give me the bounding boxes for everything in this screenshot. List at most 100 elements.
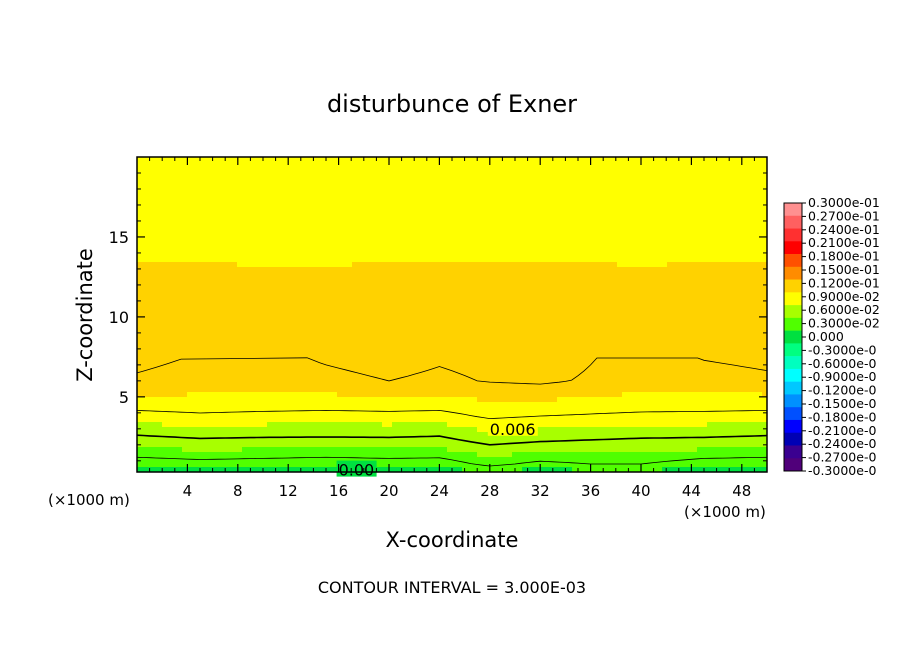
field-cell	[232, 187, 238, 193]
field-cell	[277, 197, 283, 203]
field-cell	[192, 242, 198, 248]
field-cell	[287, 242, 293, 248]
field-cell	[307, 297, 313, 303]
field-cell	[292, 372, 298, 378]
field-cell	[502, 217, 508, 223]
field-cell	[367, 242, 373, 248]
field-cell	[247, 252, 253, 258]
field-cell	[487, 387, 493, 393]
field-cell	[197, 432, 203, 438]
field-cell	[397, 412, 403, 418]
field-cell	[327, 442, 333, 448]
field-cell	[532, 167, 538, 173]
field-cell	[212, 247, 218, 253]
field-cell	[282, 402, 288, 408]
field-cell	[382, 157, 388, 163]
field-cell	[252, 447, 258, 453]
field-cell	[342, 452, 348, 458]
field-cell	[512, 332, 518, 338]
field-cell	[257, 302, 263, 308]
field-cell	[272, 397, 278, 403]
field-cell	[327, 392, 333, 398]
field-cell	[262, 462, 268, 468]
field-cell	[357, 347, 363, 353]
field-cell	[212, 427, 218, 433]
field-cell	[372, 162, 378, 168]
field-cell	[217, 382, 223, 388]
field-cell	[352, 432, 358, 438]
field-cell	[257, 287, 263, 293]
field-cell	[182, 157, 188, 163]
field-cell	[372, 322, 378, 328]
field-cell	[332, 392, 338, 398]
field-cell	[427, 297, 433, 303]
field-cell	[327, 437, 333, 443]
field-cell	[527, 372, 533, 378]
field-cell	[232, 157, 238, 163]
field-cell	[317, 382, 323, 388]
field-cell	[447, 162, 453, 168]
field-cell	[402, 282, 408, 288]
field-cell	[247, 242, 253, 248]
field-cell	[472, 442, 478, 448]
field-cell	[392, 422, 398, 428]
field-cell	[347, 267, 353, 273]
field-cell	[167, 442, 173, 448]
field-cell	[172, 322, 178, 328]
field-cell	[372, 447, 378, 453]
field-cell	[222, 387, 228, 393]
field-cell	[267, 217, 273, 223]
field-cell	[522, 457, 528, 463]
field-cell	[172, 417, 178, 423]
field-cell	[212, 312, 218, 318]
field-cell	[137, 412, 143, 418]
field-cell	[292, 237, 298, 243]
field-cell	[427, 277, 433, 283]
field-cell	[512, 357, 518, 363]
field-cell	[202, 177, 208, 183]
field-cell	[517, 407, 523, 413]
field-cell	[522, 277, 528, 283]
field-cell	[257, 202, 263, 208]
field-cell	[387, 157, 393, 163]
field-cell	[432, 192, 438, 198]
field-cell	[332, 332, 338, 338]
field-cell	[452, 232, 458, 238]
field-cell	[142, 332, 148, 338]
field-cell	[327, 412, 333, 418]
field-cell	[362, 217, 368, 223]
field-cell	[277, 467, 283, 472]
field-cell	[457, 257, 463, 263]
field-cell	[292, 432, 298, 438]
field-cell	[192, 347, 198, 353]
field-cell	[322, 387, 328, 393]
field-cell	[272, 212, 278, 218]
field-cell	[227, 172, 233, 178]
field-cell	[337, 197, 343, 203]
field-cell	[167, 427, 173, 433]
field-cell	[377, 157, 383, 163]
field-cell	[167, 222, 173, 228]
field-cell	[152, 282, 158, 288]
field-cell	[202, 297, 208, 303]
field-cell	[337, 167, 343, 173]
field-cell	[312, 232, 318, 238]
field-cell	[522, 292, 528, 298]
field-cell	[457, 412, 463, 418]
field-cell	[452, 272, 458, 278]
field-cell	[377, 412, 383, 418]
field-cell	[342, 277, 348, 283]
field-cell	[402, 267, 408, 273]
field-cell	[207, 357, 213, 363]
field-cell	[252, 217, 258, 223]
field-cell	[477, 402, 483, 408]
field-cell	[212, 442, 218, 448]
field-cell	[362, 392, 368, 398]
field-cell	[422, 367, 428, 373]
field-cell	[497, 322, 503, 328]
field-cell	[467, 402, 473, 408]
field-cell	[147, 247, 153, 253]
field-cell	[222, 462, 228, 468]
field-cell	[382, 222, 388, 228]
